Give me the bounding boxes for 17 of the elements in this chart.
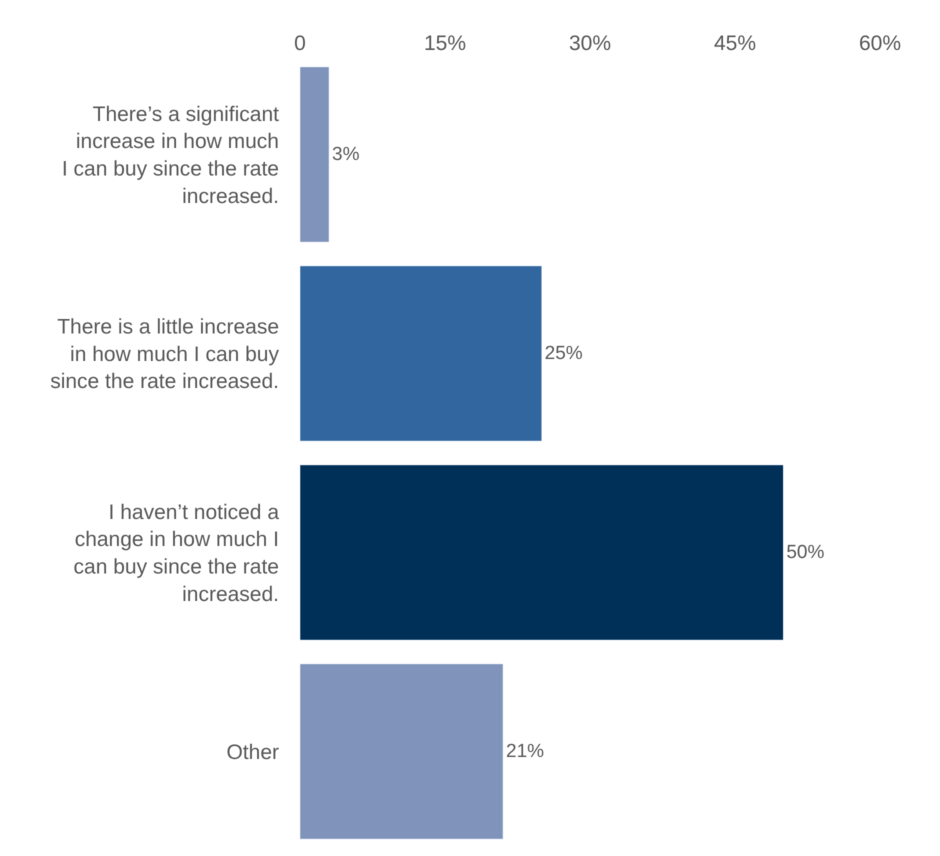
y-tick-label: Other xyxy=(226,740,279,764)
x-tick-label: 60% xyxy=(858,32,902,55)
data-label: 21% xyxy=(506,741,544,762)
x-tick-label: 15% xyxy=(424,32,466,55)
bar xyxy=(300,464,784,640)
x-tick-label: 45% xyxy=(714,32,756,55)
data-label: 50% xyxy=(786,542,824,563)
bar xyxy=(300,664,504,840)
x-tick-label: 0 xyxy=(294,32,306,55)
data-label: 25% xyxy=(544,343,583,364)
bar xyxy=(300,266,542,442)
data-label: 3% xyxy=(332,144,360,165)
x-tick-label: 30% xyxy=(568,32,612,55)
bar xyxy=(300,66,330,242)
y-tick-label: There’s a significant increase in how much I can buy since the rate increased. xyxy=(62,102,280,208)
y-tick-label: I haven’t noticed a change in how much I can buy since the rate increased. xyxy=(74,500,280,606)
y-tick-label: There is a little increase in how much I can buy since the rate increased. xyxy=(50,316,280,394)
